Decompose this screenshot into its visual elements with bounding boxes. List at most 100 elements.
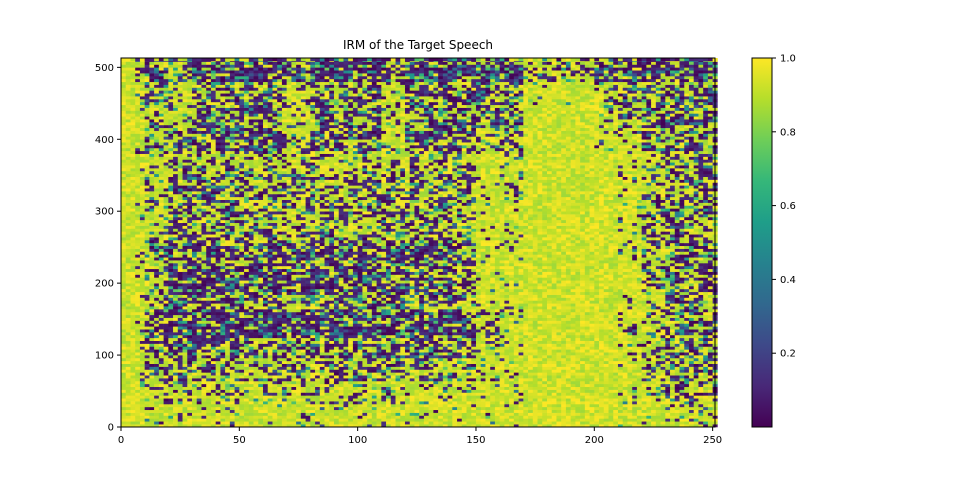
heatmap-cell (542, 401, 548, 405)
heatmap-cell (513, 372, 519, 376)
heatmap-cell (442, 401, 448, 405)
heatmap-cell (248, 421, 254, 425)
heatmap-cell (452, 392, 458, 396)
heatmap-cell (125, 372, 131, 376)
heatmap-cell (570, 360, 576, 364)
heatmap-cell (674, 375, 680, 379)
heatmap-cell (613, 323, 619, 327)
heatmap-cell (300, 378, 306, 382)
heatmap-cell (594, 372, 600, 376)
heatmap-cell (627, 409, 633, 413)
heatmap-cell (121, 337, 127, 341)
heatmap-cell (210, 383, 216, 388)
heatmap-cell (409, 349, 415, 353)
heatmap-cell (173, 409, 179, 413)
heatmap-cell (168, 326, 174, 330)
heatmap-cell (177, 395, 183, 399)
heatmap-cell (457, 375, 463, 379)
heatmap-cell (513, 360, 519, 364)
heatmap-cell (580, 337, 586, 341)
heatmap-cell (499, 346, 505, 350)
heatmap-cell (253, 412, 259, 416)
heatmap-cell (480, 323, 486, 327)
heatmap-cell (665, 424, 671, 428)
heatmap-cell (693, 406, 699, 411)
heatmap-cell (565, 398, 571, 402)
heatmap-cell (371, 357, 377, 362)
heatmap-cell (537, 369, 543, 373)
heatmap-cell (220, 424, 226, 428)
heatmap-cell (277, 369, 283, 373)
heatmap-cell (679, 329, 685, 333)
heatmap-cell (258, 406, 264, 411)
heatmap-cell (698, 386, 704, 390)
heatmap-cell (234, 372, 240, 376)
heatmap-cell (291, 395, 297, 399)
heatmap-cell (286, 326, 292, 330)
heatmap-cell (281, 412, 287, 416)
heatmap-cell (561, 314, 567, 318)
heatmap-cell (121, 398, 127, 402)
heatmap-cell (196, 352, 202, 356)
heatmap-cell (509, 412, 515, 416)
heatmap-cell (386, 363, 392, 367)
heatmap-cell (556, 355, 562, 359)
heatmap-cell (324, 329, 330, 333)
heatmap-cell (679, 334, 685, 339)
heatmap-cell (707, 386, 713, 390)
heatmap-cell (703, 418, 709, 422)
heatmap-cell (461, 380, 467, 385)
heatmap-cell (130, 424, 136, 428)
heatmap-cell (688, 337, 694, 341)
heatmap-cell (428, 424, 434, 428)
heatmap-cell (665, 314, 671, 318)
heatmap-cell (239, 360, 245, 364)
heatmap-cell (220, 403, 226, 408)
heatmap-cell (594, 343, 600, 347)
heatmap-cell (324, 366, 330, 370)
heatmap-cell (646, 334, 652, 339)
heatmap-cell (655, 357, 661, 362)
heatmap-cell (139, 337, 145, 341)
heatmap-cell (348, 395, 354, 399)
heatmap-cell (348, 389, 354, 393)
heatmap-cell (158, 332, 164, 336)
heatmap-cell (182, 403, 188, 408)
heatmap-cell (343, 369, 349, 373)
heatmap-cell (130, 355, 136, 359)
heatmap-cell (343, 346, 349, 350)
heatmap-cell (253, 403, 259, 408)
heatmap-cell (471, 401, 477, 405)
heatmap-cell (277, 375, 283, 379)
heatmap-cell (556, 343, 562, 347)
heatmap-cell (338, 369, 344, 373)
heatmap-cell (684, 375, 690, 379)
heatmap-cell (466, 380, 472, 385)
heatmap-cell (367, 346, 373, 350)
heatmap-cell (556, 415, 562, 419)
heatmap-cell (665, 372, 671, 376)
heatmap-cell (438, 352, 444, 356)
heatmap-cell (390, 392, 396, 396)
heatmap-cell (267, 383, 273, 388)
heatmap-cell (641, 424, 647, 428)
heatmap-cell (121, 311, 127, 316)
heatmap-cell (272, 337, 278, 341)
heatmap-cell (338, 340, 344, 344)
heatmap-cell (305, 401, 311, 405)
heatmap-cell (267, 366, 273, 370)
heatmap-cell (371, 418, 377, 422)
heatmap-cell (291, 389, 297, 393)
heatmap-cell (154, 401, 160, 405)
heatmap-cell (386, 352, 392, 356)
heatmap-cell (589, 317, 595, 321)
heatmap-cell (163, 360, 169, 364)
heatmap-cell (125, 386, 131, 390)
heatmap-cell (613, 326, 619, 330)
heatmap-cell (509, 314, 515, 318)
heatmap-cell (499, 360, 505, 364)
heatmap-cell (121, 357, 127, 362)
heatmap-cell (348, 311, 354, 316)
heatmap-cell (135, 314, 141, 318)
heatmap-cell (646, 320, 652, 324)
